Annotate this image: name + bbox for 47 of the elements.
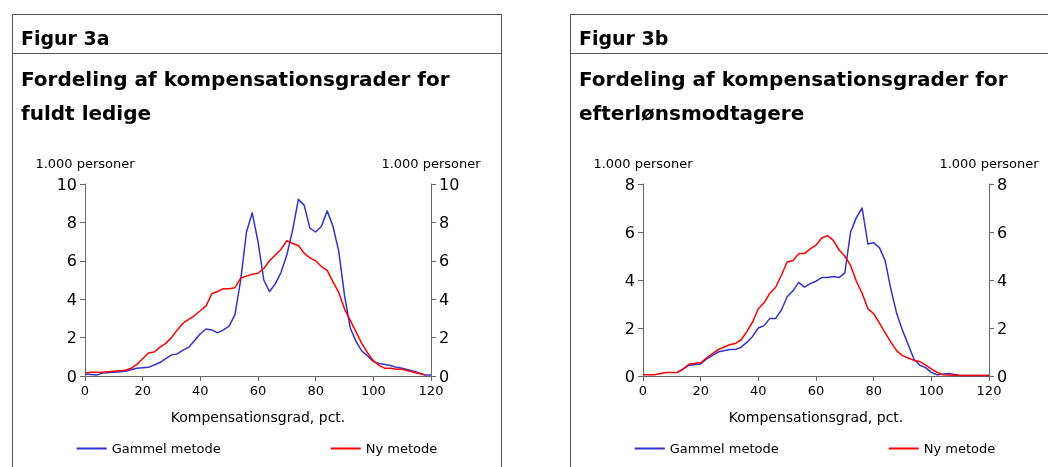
y-tick-label: 2 bbox=[624, 318, 635, 338]
x-tick-label: 80 bbox=[865, 383, 882, 398]
y-tick-label: 6 bbox=[66, 251, 77, 271]
x-tick-label: 80 bbox=[307, 383, 324, 398]
y-tick-label: 2 bbox=[66, 328, 77, 348]
x-tick-label: 100 bbox=[360, 383, 386, 398]
legend-label: Gammel metode bbox=[111, 441, 221, 456]
x-tick-label: 20 bbox=[692, 383, 709, 398]
y2-tick-label: 4 bbox=[997, 270, 1008, 290]
x-tick-label: 20 bbox=[134, 383, 151, 398]
x-tick-label: 60 bbox=[249, 383, 267, 398]
y-tick-label: 4 bbox=[66, 289, 77, 309]
legend-label: Ny metode bbox=[923, 441, 996, 456]
y2-tick-label: 2 bbox=[997, 318, 1008, 338]
y-tick-label: 4 bbox=[624, 270, 635, 290]
y2-tick-label: 2 bbox=[439, 328, 450, 348]
y2-tick-label: 10 bbox=[439, 174, 460, 194]
x-tick-label: 120 bbox=[418, 383, 444, 398]
x-tick-label: 100 bbox=[918, 383, 944, 398]
y-tick-label: 6 bbox=[624, 222, 635, 242]
y-tick-label: 8 bbox=[66, 212, 77, 232]
x-axis-title: Kompensationsgrad, pct. bbox=[170, 409, 346, 425]
legend-label: Gammel metode bbox=[669, 441, 779, 456]
y-axis-title: 1.000 personer bbox=[35, 156, 136, 171]
y2-tick-label: 6 bbox=[439, 251, 450, 271]
y-tick-label: 10 bbox=[56, 174, 77, 194]
y2-axis-title: 1.000 personer bbox=[939, 156, 1040, 171]
legend-label: Ny metode bbox=[365, 441, 438, 456]
x-tick-label: 40 bbox=[750, 383, 767, 398]
chart-title: Figur 3a bbox=[13, 15, 501, 54]
x-axis-title: Kompensationsgrad, pct. bbox=[728, 409, 904, 425]
y-tick-label: 8 bbox=[624, 174, 635, 194]
chart-title: Figur 3b bbox=[571, 15, 1048, 54]
y2-tick-label: 4 bbox=[439, 289, 450, 309]
x-tick-label: 120 bbox=[976, 383, 1002, 398]
chart-subtitle: Fordeling af kompensationsgrader for fuldt ledige bbox=[20, 66, 451, 127]
x-tick-label: 0 bbox=[80, 383, 90, 398]
y-axis-title: 1.000 personer bbox=[593, 156, 694, 171]
y2-tick-label: 8 bbox=[439, 212, 450, 232]
chart-subtitle: Fordeling af kompensationsgrader for efterlønsmodtagere bbox=[578, 66, 1009, 127]
line-series bbox=[84, 239, 426, 376]
x-tick-label: 40 bbox=[192, 383, 209, 398]
y2-axis-title: 1.000 personer bbox=[381, 156, 482, 171]
y2-tick-label: 8 bbox=[997, 174, 1008, 194]
x-tick-label: 0 bbox=[638, 383, 648, 398]
y2-tick-label: 6 bbox=[997, 222, 1008, 242]
x-tick-label: 60 bbox=[807, 383, 825, 398]
